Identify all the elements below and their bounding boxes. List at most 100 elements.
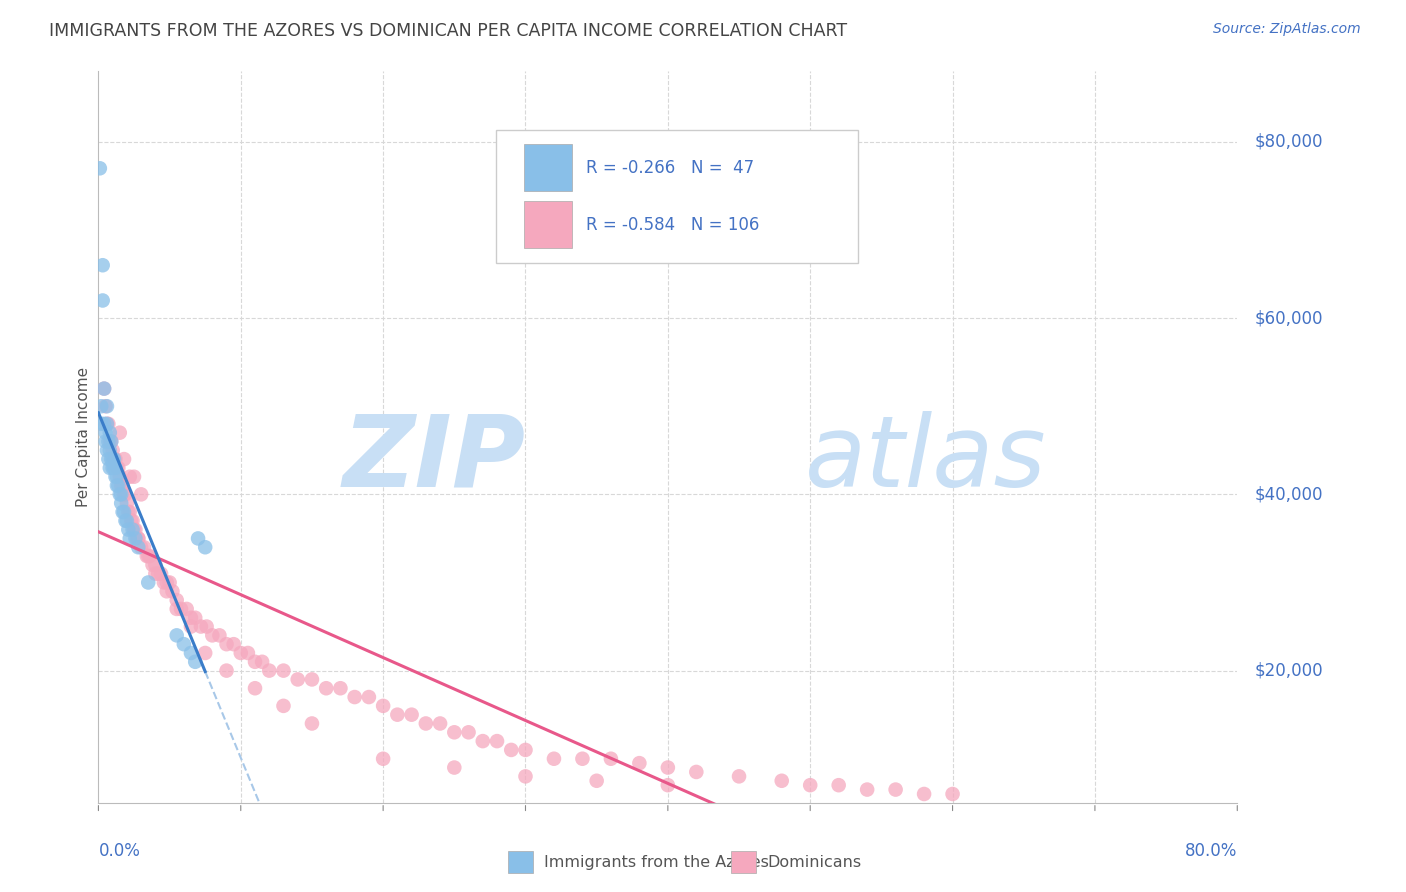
Point [912,787,935,801]
Point [90,399,112,413]
Point [100,452,122,467]
Point [184,611,207,625]
Point [156,575,179,590]
Point [135,549,157,563]
Point [136,575,159,590]
Point [728,769,751,783]
Text: Dominicans: Dominicans [768,855,862,870]
Point [100,434,122,449]
Point [107,461,129,475]
Text: atlas: atlas [804,410,1046,508]
Point [105,478,128,492]
Point [112,487,135,501]
Point [373,698,395,713]
Point [315,681,337,696]
Point [98,434,121,449]
Point [243,681,266,696]
Point [942,787,965,801]
Point [145,566,167,581]
Point [287,673,309,687]
Point [125,532,148,546]
Point [105,461,128,475]
Point [111,505,134,519]
Point [129,487,152,501]
Point [98,461,121,475]
Point [329,681,352,696]
Point [229,646,252,660]
Point [97,417,120,431]
Point [96,399,118,413]
Point [159,575,181,590]
Point [243,655,266,669]
Point [373,752,395,766]
Point [387,707,409,722]
Point [122,523,145,537]
Point [104,452,127,467]
Point [215,637,238,651]
Point [770,773,793,788]
Point [543,752,565,766]
Point [124,532,146,546]
Point [250,655,273,669]
Text: 80.0%: 80.0% [1185,842,1237,861]
Point [585,773,607,788]
Point [110,496,132,510]
Text: R = -0.266   N =  47: R = -0.266 N = 47 [586,159,755,177]
Point [415,716,437,731]
Point [93,382,115,396]
Point [166,628,188,642]
Point [856,782,879,797]
Point [170,602,193,616]
Point [101,443,124,458]
Point [236,646,259,660]
Text: ZIP: ZIP [343,410,526,508]
Point [201,628,224,642]
Point [166,602,188,616]
Y-axis label: Per Capita Income: Per Capita Income [76,367,91,508]
Point [103,452,125,467]
Point [91,258,114,272]
Point [153,575,176,590]
Point [208,628,231,642]
Point [187,532,209,546]
Point [343,690,366,704]
Point [162,584,184,599]
Point [118,532,141,546]
Point [515,743,537,757]
Point [127,532,149,546]
Point [657,778,679,792]
Point [127,540,149,554]
Point [127,532,149,546]
Point [141,558,163,572]
Text: $40,000: $40,000 [1254,485,1323,503]
Point [301,716,323,731]
Text: IMMIGRANTS FROM THE AZORES VS DOMINICAN PER CAPITA INCOME CORRELATION CHART: IMMIGRANTS FROM THE AZORES VS DOMINICAN … [49,22,848,40]
Point [90,417,112,431]
Point [94,425,117,440]
Point [195,619,218,633]
Point [104,469,127,483]
Point [108,487,131,501]
Point [120,514,142,528]
Point [176,602,198,616]
Point [884,782,907,797]
Point [103,452,125,467]
Point [180,619,202,633]
Point [112,505,135,519]
Point [94,434,117,449]
Point [117,505,139,519]
Point [180,646,202,660]
Point [156,584,179,599]
Point [114,487,136,501]
Text: $80,000: $80,000 [1254,133,1323,151]
Point [105,469,128,483]
Point [357,690,380,704]
Point [121,523,143,537]
Text: $20,000: $20,000 [1254,662,1323,680]
Point [148,566,170,581]
Point [121,514,143,528]
Point [180,611,202,625]
Point [132,540,155,554]
Point [93,417,115,431]
Point [657,760,679,774]
